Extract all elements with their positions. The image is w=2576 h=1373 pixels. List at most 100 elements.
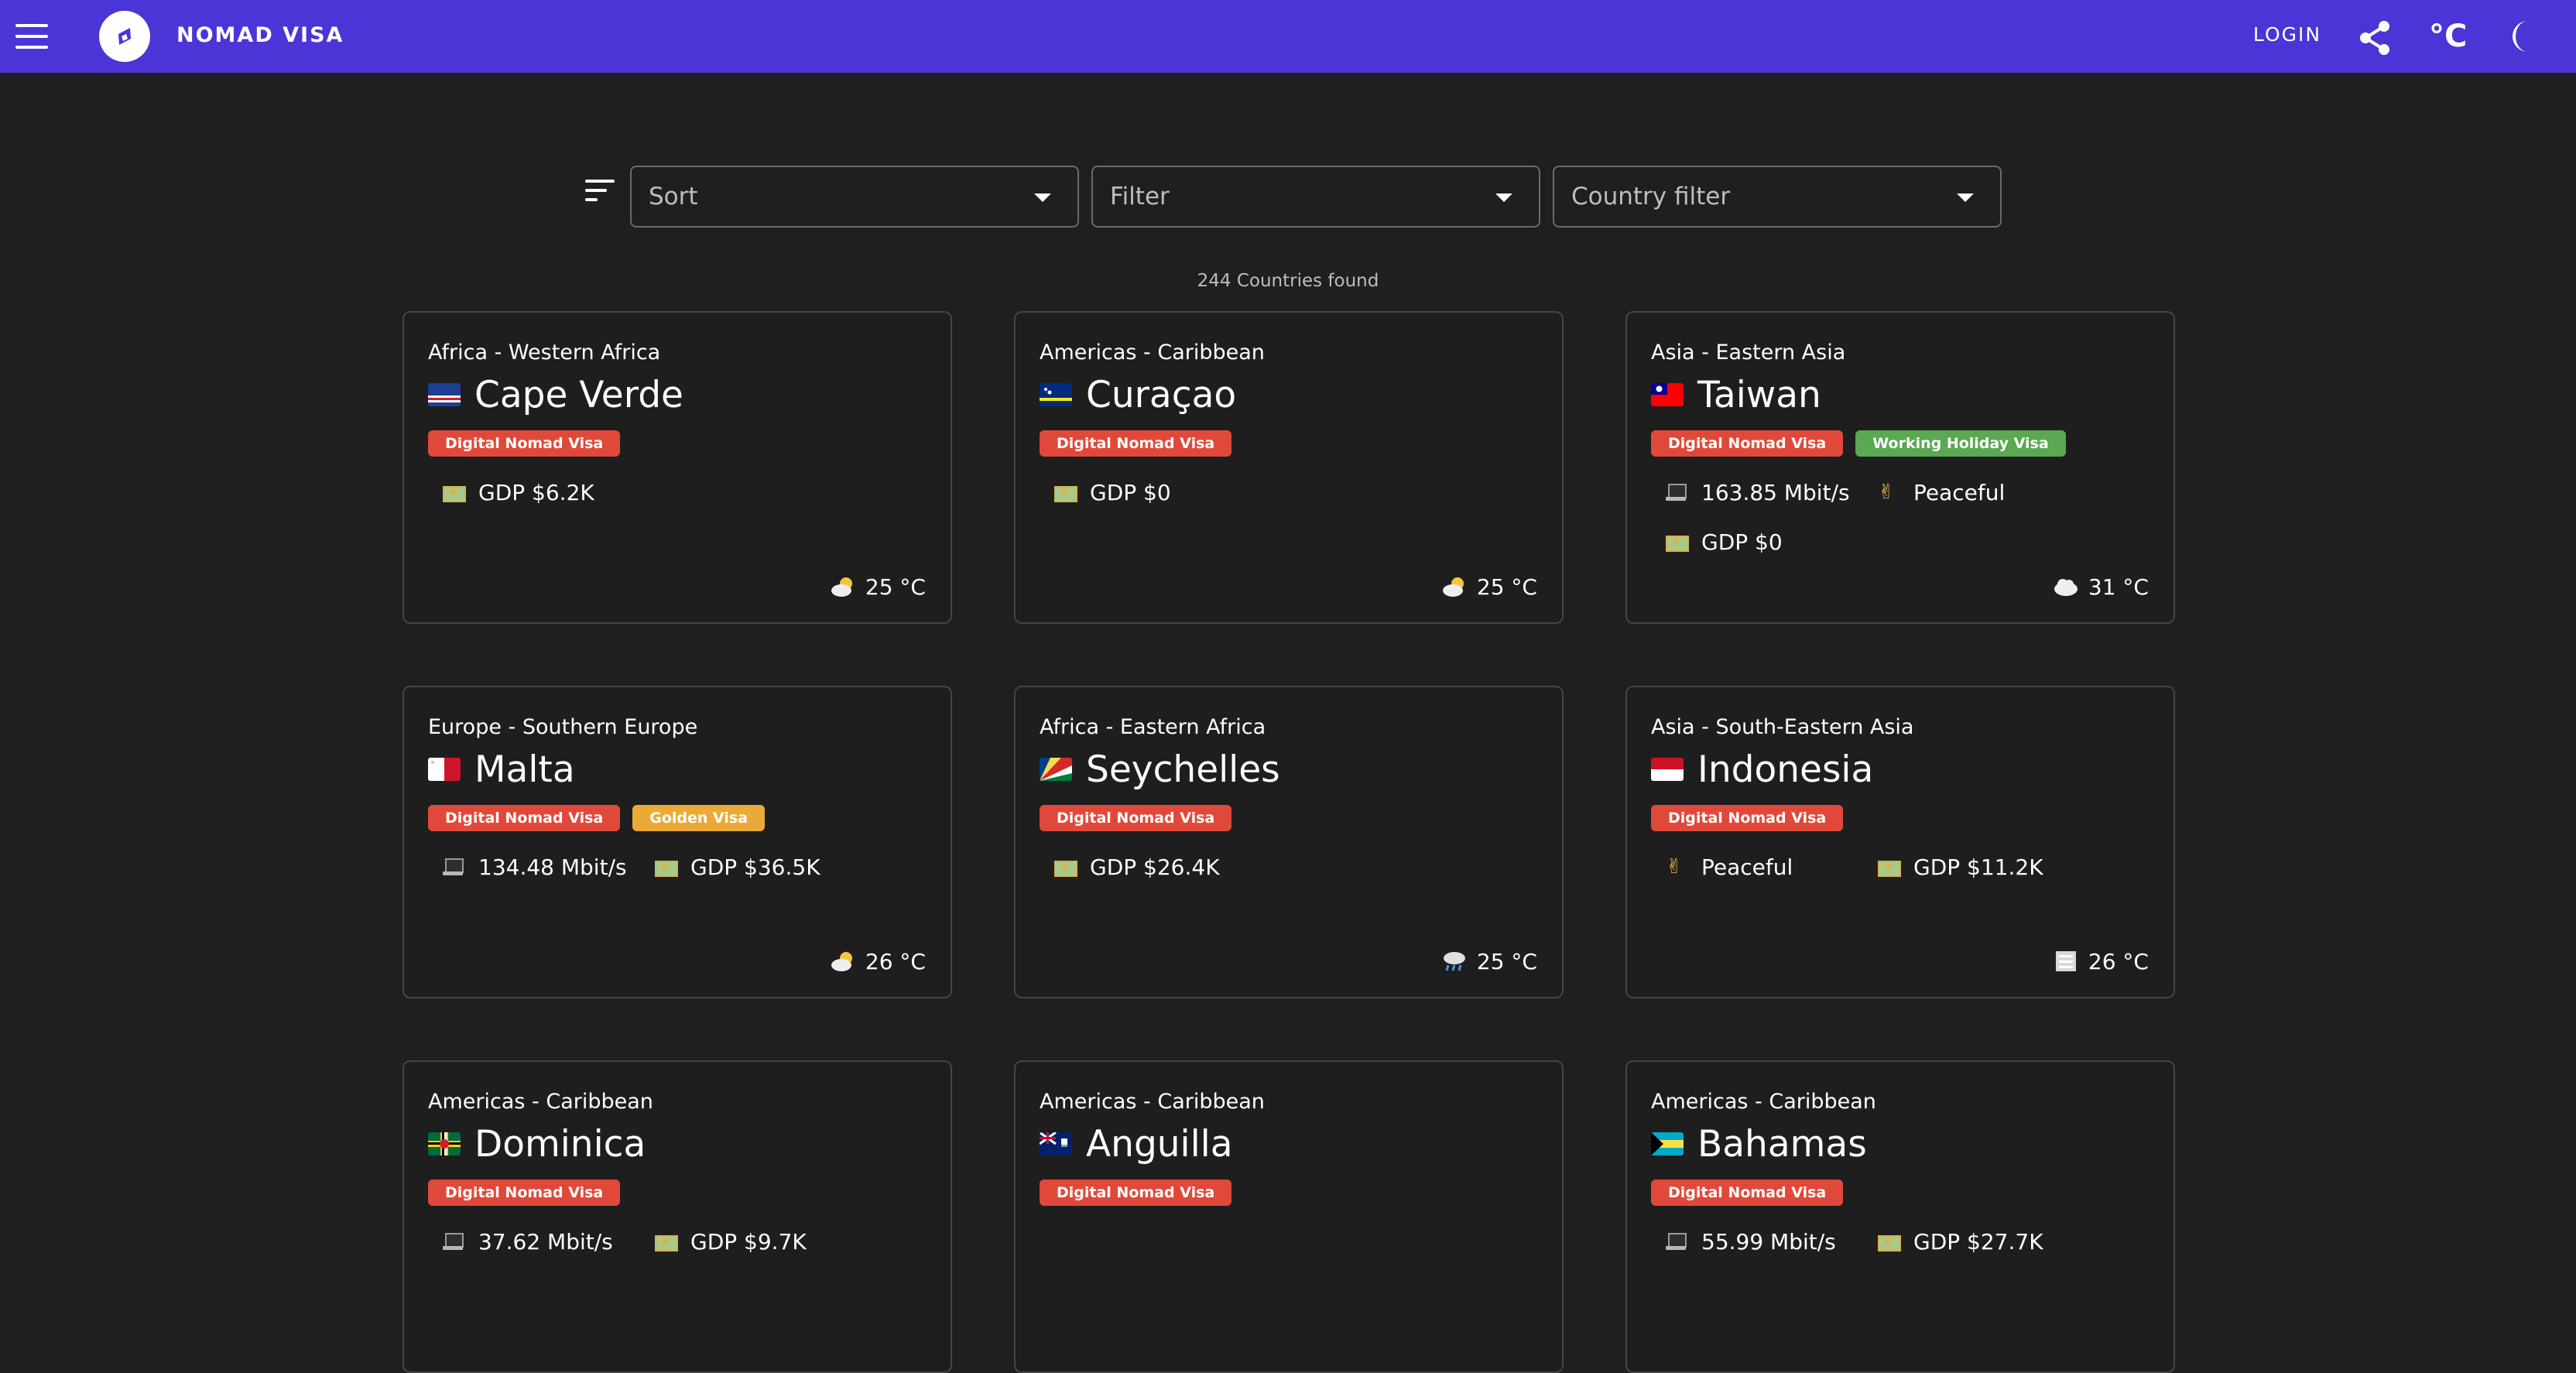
country-filter-select[interactable]: Country filter — [1553, 166, 2002, 228]
card-stat: 163.85 Mbit/s — [1666, 477, 1850, 508]
card-stat-text: 134.48 Mbit/s — [478, 854, 627, 880]
compass-logo-icon[interactable] — [99, 11, 150, 62]
laptop-icon — [1666, 482, 1687, 502]
visa-badges: Digital Nomad Visa — [1040, 805, 1232, 831]
card-stat: 55.99 Mbit/s — [1666, 1226, 1836, 1257]
card-weather: 31 °C — [2053, 571, 2149, 602]
login-button[interactable]: LOGIN — [2252, 23, 2322, 46]
card-stat: Peaceful — [1666, 851, 1793, 882]
card-stat-text: Peaceful — [1913, 479, 2006, 505]
card-region: Americas - Caribbean — [1040, 341, 1265, 365]
card-country-name: Taiwan — [1697, 373, 1821, 416]
visa-badges: Digital Nomad Visa — [1040, 1180, 1232, 1206]
country-card[interactable]: Africa - Western Africa Cape Verde Digital… — [402, 311, 952, 624]
share-icon[interactable] — [2358, 20, 2393, 56]
cape-verde-flag-icon — [428, 383, 461, 406]
card-country-name: Dominica — [474, 1122, 646, 1166]
card-temperature: 26 °C — [865, 948, 926, 974]
sort-icon[interactable] — [585, 178, 618, 204]
card-stat: 134.48 Mbit/s — [443, 851, 627, 882]
menu-icon[interactable] — [15, 24, 48, 49]
card-stat: GDP $11.2K — [1878, 851, 2043, 882]
filter-select-label: Filter — [1110, 183, 1170, 211]
card-country-name: Anguilla — [1086, 1122, 1233, 1166]
card-stat-text: GDP $27.7K — [1913, 1228, 2043, 1255]
money-icon — [655, 1231, 678, 1251]
card-country-name: Cape Verde — [474, 373, 683, 416]
card-title-row: Bahamas — [1651, 1121, 1867, 1167]
visa-badges: Digital Nomad Visa — [428, 430, 621, 457]
card-country-name: Seychelles — [1086, 748, 1280, 791]
card-stat-text: 163.85 Mbit/s — [1701, 479, 1850, 505]
card-temperature: 25 °C — [865, 574, 926, 600]
card-weather: 26 °C — [2053, 946, 2149, 977]
card-stat-text: Peaceful — [1701, 854, 1793, 880]
card-title-row: Malta — [428, 746, 575, 793]
country-card[interactable]: Asia - South-Eastern Asia Indonesia Digita… — [1625, 686, 2175, 998]
card-weather: 25 °C — [830, 571, 926, 602]
visa-badges: Digital Nomad Visa Golden Visa — [428, 805, 766, 831]
card-region: Europe - Southern Europe — [428, 715, 698, 739]
dark-mode-moon-icon[interactable] — [2506, 19, 2540, 54]
country-card[interactable]: Americas - Caribbean Curaçao Digital Nomad… — [1014, 311, 1564, 624]
card-title-row: Curaçao — [1040, 371, 1236, 418]
card-weather: 26 °C — [830, 946, 926, 977]
card-country-name: Indonesia — [1697, 748, 1874, 791]
card-title-row: Cape Verde — [428, 371, 683, 418]
sun-behind-cloud-icon — [830, 575, 856, 598]
indonesia-flag-icon — [1651, 758, 1684, 781]
visa-badges: Digital Nomad Visa — [428, 1180, 621, 1206]
temperature-unit-toggle[interactable]: °C — [2429, 19, 2468, 54]
sun-behind-cloud-icon — [1441, 575, 1468, 598]
app-bar: NOMAD VISA LOGIN °C — [0, 0, 2576, 73]
seychelles-flag-icon — [1040, 758, 1072, 781]
app-title[interactable]: NOMAD VISA — [176, 23, 344, 47]
card-stat: 37.62 Mbit/s — [443, 1226, 613, 1257]
card-stat: GDP $36.5K — [655, 851, 820, 882]
card-stat: GDP $0 — [1054, 477, 1171, 508]
card-weather: 25 °C — [1441, 571, 1537, 602]
card-region: Americas - Caribbean — [428, 1090, 653, 1114]
laptop-icon — [443, 1231, 464, 1251]
card-stat-text: GDP $26.4K — [1090, 854, 1220, 880]
country-card[interactable]: Africa - Eastern Africa Seychelles Digital… — [1014, 686, 1564, 998]
country-card[interactable]: Americas - Caribbean Dominica Digital Noma… — [402, 1060, 952, 1373]
card-title-row: Indonesia — [1651, 746, 1873, 793]
card-stat: Peaceful — [1878, 477, 2005, 508]
card-country-name: Curaçao — [1086, 373, 1237, 416]
filter-select[interactable]: Filter — [1091, 166, 1540, 228]
card-temperature: 31 °C — [2088, 574, 2149, 600]
card-stat-text: 55.99 Mbit/s — [1701, 1228, 1836, 1255]
country-card[interactable]: Asia - Eastern Asia Taiwan Digital Nomad V… — [1625, 311, 2175, 624]
card-temperature: 25 °C — [1476, 948, 1537, 974]
card-region: Asia - South-Eastern Asia — [1651, 715, 1914, 739]
results-count: 244 Countries found — [1197, 271, 1379, 291]
taiwan-flag-icon — [1651, 383, 1684, 406]
card-stat: GDP $0 — [1666, 526, 1783, 557]
laptop-icon — [443, 857, 464, 877]
peace-icon — [1878, 482, 1898, 502]
card-country-name: Bahamas — [1697, 1122, 1867, 1166]
card-stat: GDP $9.7K — [655, 1226, 807, 1257]
card-region: Americas - Caribbean — [1651, 1090, 1876, 1114]
visa-badge: Digital Nomad Visa — [1651, 1180, 1844, 1206]
card-stat-text: GDP $0 — [1090, 479, 1171, 505]
peace-icon — [1666, 857, 1686, 877]
bahamas-flag-icon — [1651, 1132, 1684, 1156]
card-region: Asia - Eastern Asia — [1651, 341, 1846, 365]
card-region: Africa - Eastern Africa — [1040, 715, 1266, 739]
money-icon — [655, 857, 678, 877]
country-card[interactable]: Europe - Southern Europe Malta Digital Nom… — [402, 686, 952, 998]
card-stat-text: GDP $0 — [1701, 529, 1783, 555]
card-temperature: 25 °C — [1476, 574, 1537, 600]
country-card[interactable]: Americas - Caribbean Anguilla Digital Noma… — [1014, 1060, 1564, 1373]
malta-flag-icon — [428, 758, 461, 781]
money-icon — [1054, 482, 1077, 502]
dominica-flag-icon — [428, 1132, 461, 1156]
country-card[interactable]: Americas - Caribbean Bahamas Digital Nomad… — [1625, 1060, 2175, 1373]
chevron-down-icon — [1495, 193, 1512, 202]
chevron-down-icon — [1957, 193, 1974, 202]
visa-badges: Digital Nomad Visa — [1651, 1180, 1844, 1206]
money-icon — [1666, 532, 1689, 552]
sort-select[interactable]: Sort — [630, 166, 1079, 228]
